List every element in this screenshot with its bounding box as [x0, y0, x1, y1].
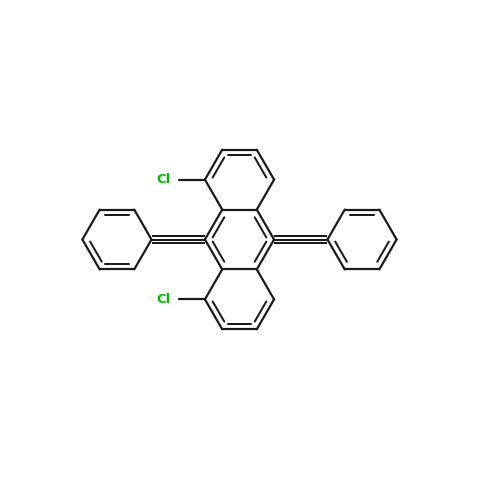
- Text: Cl: Cl: [156, 172, 171, 185]
- Text: Cl: Cl: [156, 294, 171, 307]
